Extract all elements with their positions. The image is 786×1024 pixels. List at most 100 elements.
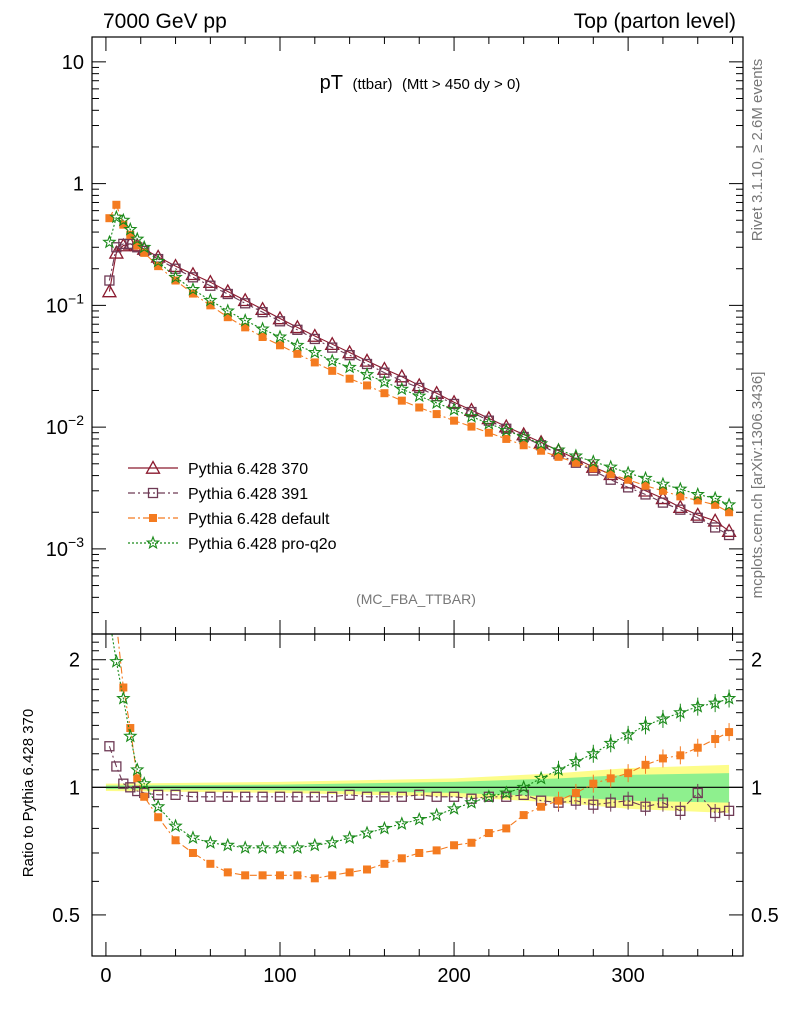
main-data-point <box>137 239 152 254</box>
main-y-tick-label: 10−3 <box>46 534 84 561</box>
ratio-data-point <box>185 830 201 844</box>
ratio-data-point <box>620 727 636 741</box>
ratio-ylabel: Ratio to Pythia 6.428 370 <box>20 709 37 877</box>
main-data-point <box>307 344 323 359</box>
ratio-data-point <box>258 871 267 880</box>
ratio-data-point <box>675 805 686 817</box>
ratio-data-point <box>464 795 479 809</box>
main-data-point <box>150 249 166 263</box>
main-data-point <box>237 292 253 307</box>
main-data-point <box>707 490 723 505</box>
ratio-data-point <box>327 791 338 802</box>
ratio-data-point <box>223 868 232 877</box>
ratio-data-point <box>412 811 427 826</box>
ratio-data-point <box>241 871 250 880</box>
ratio-data-point <box>655 711 671 726</box>
main-data-point <box>254 301 271 316</box>
main-data-point <box>345 374 354 383</box>
ratio-data-point <box>657 797 669 808</box>
ratio-data-point <box>140 792 149 801</box>
main-data-point <box>150 253 166 268</box>
main-data-point <box>463 402 480 416</box>
main-data-point <box>638 470 653 485</box>
main-series-line <box>108 203 730 513</box>
title-main: pT <box>320 72 343 94</box>
main-data-point <box>624 475 633 484</box>
main-data-point <box>429 395 444 410</box>
ratio-data-point <box>116 690 131 705</box>
main-data-point <box>466 406 477 418</box>
main-data-point <box>307 328 323 342</box>
main-data-point <box>467 422 476 431</box>
title-sub1: (ttbar) <box>352 76 392 93</box>
main-data-point <box>310 358 319 367</box>
main-series-line <box>108 243 730 532</box>
main-data-point <box>676 492 685 501</box>
main-y-tick-label: 10 <box>62 52 84 74</box>
main-data-point <box>359 367 375 381</box>
main-data-point <box>533 436 549 450</box>
ratio-data-point <box>467 838 476 847</box>
main-series-3 <box>102 209 737 511</box>
ratio-y-tick-label: 2 <box>69 650 80 672</box>
ratio-data-point <box>307 837 323 852</box>
main-data-point <box>154 262 163 271</box>
ratio-data-point <box>707 695 723 710</box>
ratio-uncertainty-band <box>105 764 730 813</box>
main-data-point <box>606 470 615 479</box>
ratio-data-point <box>344 789 355 800</box>
ratio-data-point <box>501 791 512 802</box>
main-data-point <box>641 481 650 490</box>
ratio-data-point <box>240 791 251 802</box>
legend-marker <box>149 514 157 522</box>
main-data-point <box>707 512 723 527</box>
ratio-data-point <box>431 791 442 802</box>
main-data-point <box>292 324 303 335</box>
header-right: Top (parton level) <box>574 10 736 33</box>
main-data-point <box>537 446 546 455</box>
main-data-point <box>446 394 462 409</box>
main-data-point <box>272 329 288 344</box>
ratio-data-point <box>137 776 152 790</box>
ratio-data-point <box>450 841 459 850</box>
ratio-data-point <box>380 859 389 868</box>
ratio-data-point <box>126 724 135 733</box>
main-data-point <box>188 289 197 298</box>
main-data-point <box>309 333 320 345</box>
legend-marker <box>145 535 161 550</box>
ratio-data-point <box>640 801 651 812</box>
main-data-point <box>240 298 251 309</box>
main-data-point <box>223 313 232 322</box>
main-y-tick-label: 1 <box>73 174 84 196</box>
ratio-data-point <box>222 791 233 802</box>
main-data-point <box>554 452 563 461</box>
ratio-data-point <box>502 824 511 833</box>
main-data-point <box>185 281 201 296</box>
main-data-point <box>711 500 720 509</box>
ratio-data-point <box>237 840 253 854</box>
ratio-data-point <box>432 846 441 855</box>
ratio-data-point <box>133 774 142 783</box>
ratio-data-point <box>359 825 375 840</box>
ratio-data-point <box>170 789 181 800</box>
ratio-data-point <box>257 791 268 802</box>
legend-marker <box>147 487 159 499</box>
main-data-point <box>168 269 183 284</box>
main-data-point <box>448 398 460 410</box>
mcplots-label: mcplots.cern.ch [arXiv:1306.3436] <box>749 372 766 599</box>
main-data-point <box>446 402 462 416</box>
ratio-data-point <box>484 829 493 838</box>
legend: Pythia 6.428 370 Pythia 6.428 391 Pythia 6… <box>128 460 337 553</box>
ratio-data-point <box>641 760 650 769</box>
main-data-point <box>723 529 735 541</box>
ratio-data-point <box>111 761 122 772</box>
x-tick-label: 100 <box>263 965 296 987</box>
ratio-series-1 <box>117 634 734 883</box>
ratio-data-point <box>414 789 425 800</box>
ratio-data-point <box>499 785 514 800</box>
ratio-data-point <box>551 762 566 776</box>
ratio-series-line <box>108 746 730 814</box>
main-data-point <box>118 238 129 250</box>
legend-marker <box>145 460 161 474</box>
